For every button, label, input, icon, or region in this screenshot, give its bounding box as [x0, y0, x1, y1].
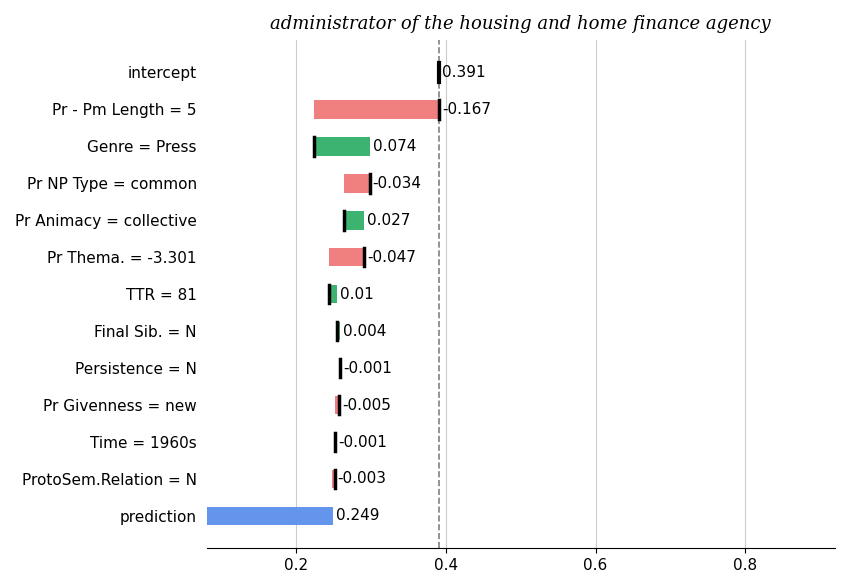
Text: -0.003: -0.003 [337, 472, 387, 486]
Text: 0.249: 0.249 [336, 509, 379, 523]
Bar [314, 100, 439, 119]
Text: -0.005: -0.005 [342, 397, 391, 413]
Text: -0.001: -0.001 [338, 435, 387, 449]
Bar [344, 211, 365, 229]
Text: -0.001: -0.001 [343, 360, 392, 376]
Title: administrator of the housing and home finance agency: administrator of the housing and home fi… [270, 15, 771, 33]
Text: 0.074: 0.074 [372, 139, 416, 154]
Text: -0.047: -0.047 [367, 250, 416, 265]
Bar [335, 396, 339, 415]
Text: 0.01: 0.01 [340, 287, 373, 302]
Bar [332, 470, 335, 488]
Bar [147, 507, 333, 525]
Bar [337, 322, 340, 340]
Bar [314, 137, 370, 156]
Text: -0.167: -0.167 [442, 102, 491, 117]
Text: 0.004: 0.004 [343, 323, 386, 339]
Text: -0.034: -0.034 [372, 176, 422, 191]
Text: 0.027: 0.027 [367, 213, 411, 228]
Bar [329, 248, 365, 266]
Text: 0.391: 0.391 [442, 65, 486, 80]
Bar [344, 174, 370, 192]
Bar [329, 285, 337, 303]
